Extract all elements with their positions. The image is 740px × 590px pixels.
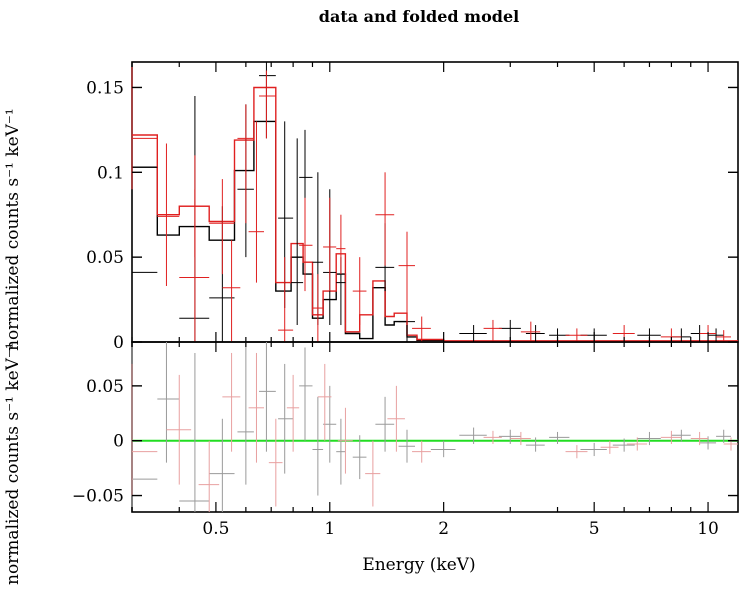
y-tick-label: 0 bbox=[113, 333, 124, 353]
data-point-black bbox=[336, 418, 346, 485]
data-point-black bbox=[459, 325, 487, 342]
data-point-red bbox=[222, 240, 241, 342]
bottom-panel: −0.05 0 0.05 0.5 1 2 5 10 bbox=[72, 341, 739, 539]
x-axis-label: Energy (keV) bbox=[362, 555, 475, 575]
data-point-red bbox=[510, 431, 531, 446]
data-point-black bbox=[259, 342, 276, 452]
plot-frame-bottom-panel bbox=[131, 341, 739, 513]
data-point-black bbox=[708, 328, 724, 342]
data-point-black bbox=[209, 418, 235, 512]
data-point-red bbox=[209, 179, 235, 275]
data-point-red bbox=[198, 440, 220, 512]
plot-frame-top-panel bbox=[131, 61, 739, 343]
data-point-red bbox=[565, 328, 588, 342]
y-axis-label-bottom: normalized counts s⁻¹ keV⁻¹ bbox=[3, 342, 23, 585]
data-point-red bbox=[690, 431, 709, 446]
data-point-red bbox=[660, 430, 682, 444]
data-point-black bbox=[299, 129, 313, 241]
data-point-red bbox=[268, 418, 283, 507]
y-tick-label: 0.05 bbox=[86, 248, 124, 268]
data-point-black bbox=[299, 347, 313, 441]
data-point-red bbox=[259, 70, 276, 139]
data-point-black bbox=[671, 328, 691, 342]
model-step-line-black bbox=[132, 120, 738, 342]
data-point-red bbox=[520, 321, 541, 342]
y-tick-label: 0.1 bbox=[97, 163, 124, 183]
data-point-black bbox=[375, 396, 395, 452]
data-point-black bbox=[671, 429, 691, 442]
x-tick-label: 2 bbox=[438, 519, 449, 539]
data-point-black bbox=[525, 325, 545, 342]
data-point-black bbox=[291, 138, 304, 326]
data-point-black bbox=[459, 427, 487, 444]
data-point-black bbox=[278, 363, 294, 474]
y-tick-label: 0.05 bbox=[86, 377, 124, 397]
data-point-black bbox=[237, 342, 254, 485]
data-point-red bbox=[398, 231, 416, 326]
data-point-red bbox=[626, 437, 648, 451]
data-point-black bbox=[131, 342, 158, 512]
data-point-red bbox=[179, 189, 210, 342]
data-point-black bbox=[179, 352, 210, 512]
data-point-red bbox=[600, 440, 619, 454]
data-point-black bbox=[430, 440, 456, 458]
data-point-red bbox=[337, 407, 353, 474]
data-point-red bbox=[483, 430, 502, 444]
data-point-black bbox=[549, 431, 570, 444]
data-point-black bbox=[131, 189, 158, 342]
data-point-red bbox=[131, 363, 158, 496]
data-point-red bbox=[166, 374, 192, 485]
data-point-red bbox=[299, 197, 313, 292]
y-tick-label: 0 bbox=[113, 432, 124, 452]
data-point-red bbox=[286, 374, 300, 452]
chart-title: data and folded model bbox=[319, 7, 519, 26]
data-point-red bbox=[723, 437, 738, 451]
data-point-red bbox=[375, 172, 395, 266]
data-point-black bbox=[179, 95, 210, 342]
data-point-black bbox=[637, 431, 661, 446]
data-point-red bbox=[336, 214, 346, 275]
data-point-red bbox=[412, 440, 431, 463]
x-tick-label: 10 bbox=[697, 519, 719, 539]
data-point-black bbox=[259, 62, 276, 139]
x-tick-label: 0.5 bbox=[202, 519, 229, 539]
data-point-red bbox=[131, 62, 158, 190]
data-point-red bbox=[157, 143, 180, 286]
top-panel: 0 0.05 0.1 0.15 bbox=[86, 61, 739, 353]
data-point-black bbox=[157, 342, 180, 463]
data-point-red bbox=[317, 363, 332, 441]
data-point-red bbox=[483, 319, 502, 342]
data-point-red bbox=[312, 274, 324, 342]
data-point-red bbox=[248, 121, 264, 283]
data-point-red bbox=[179, 155, 210, 258]
y-tick-label: 0.15 bbox=[86, 78, 124, 98]
data-point-red bbox=[237, 104, 254, 224]
data-point-red bbox=[248, 352, 264, 463]
x-tick-label: 1 bbox=[324, 519, 335, 539]
data-point-red bbox=[365, 440, 381, 507]
data-point-black bbox=[398, 429, 416, 463]
data-point-black bbox=[580, 442, 607, 457]
data-point-black bbox=[612, 438, 635, 452]
data-point-black bbox=[131, 129, 158, 275]
data-point-black bbox=[716, 429, 732, 443]
data-point-red bbox=[352, 257, 367, 326]
data-point-black bbox=[352, 435, 367, 480]
data-point-black bbox=[498, 429, 521, 444]
data-point-black bbox=[312, 396, 324, 496]
data-point-red bbox=[412, 316, 431, 342]
y-tick-label: −0.05 bbox=[72, 487, 124, 507]
data-point-red bbox=[323, 197, 337, 292]
y-axis-label-top: normalized counts s⁻¹ keV⁻¹ bbox=[3, 108, 23, 351]
data-point-black bbox=[525, 437, 545, 452]
data-point-red bbox=[716, 330, 732, 342]
x-tick-label: 5 bbox=[589, 519, 600, 539]
data-point-red bbox=[278, 257, 294, 342]
model-step-line-red bbox=[132, 86, 738, 342]
data-point-red bbox=[387, 385, 405, 452]
data-point-red bbox=[565, 445, 588, 459]
data-point-red bbox=[222, 352, 241, 452]
